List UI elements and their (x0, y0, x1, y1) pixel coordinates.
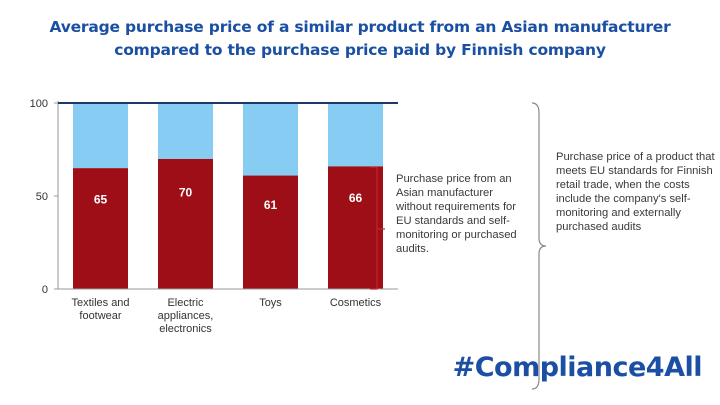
bar-eu-premium-3 (243, 103, 298, 176)
annotation-eu-price: Purchase price of a product that meets E… (556, 151, 715, 233)
data-label-2: 70 (179, 186, 193, 200)
x-tick-label-2-line-2: appliances, (158, 310, 214, 322)
bar-asian-price-2 (158, 158, 213, 289)
x-tick-label-2-line-1: Electric (167, 297, 204, 309)
y-tick-label-1: 0 (42, 284, 48, 296)
bar-eu-premium-2 (158, 103, 213, 159)
chart-title-line-1: Average purchase price of a similar prod… (49, 18, 671, 36)
chart-title-line-2: compared to the purchase price paid by F… (114, 41, 606, 59)
x-tick-label-4-line-1: Cosmetics (330, 297, 382, 309)
data-label-1: 65 (94, 193, 108, 207)
data-label-3: 61 (264, 198, 278, 212)
chart-title: Average purchase price of a similar prod… (0, 16, 720, 62)
bar-eu-premium-1 (73, 103, 128, 169)
bar-asian-price-4 (328, 166, 383, 289)
annotation-asian-price: Purchase price from an Asian manufacture… (396, 173, 517, 255)
y-tick-label-3: 100 (30, 98, 48, 110)
x-tick-label-1-line-1: Textiles and (71, 297, 129, 309)
hashtag: #Compliance4All (452, 352, 703, 383)
x-tick-label-3-line-1: Toys (259, 297, 282, 309)
bar-asian-price-3 (243, 175, 298, 289)
x-tick-label-1-line-2: footwear (79, 310, 122, 322)
data-label-4: 66 (349, 191, 363, 205)
y-tick-label-2: 50 (36, 191, 48, 203)
bar-eu-premium-4 (328, 103, 383, 167)
red-bracket (370, 166, 385, 290)
bar-asian-price-1 (73, 168, 128, 289)
x-tick-label-2-line-3: electronics (159, 323, 212, 335)
grey-curly-brace (531, 102, 547, 390)
